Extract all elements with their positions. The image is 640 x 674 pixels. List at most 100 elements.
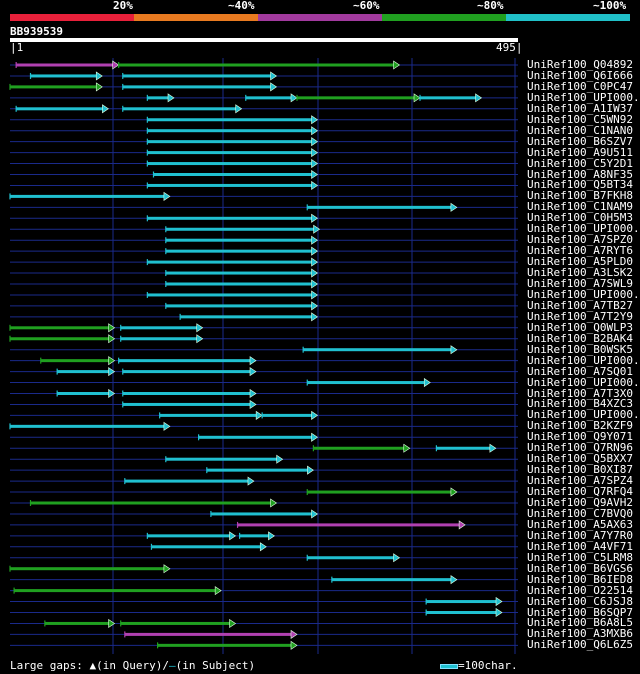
hit-label[interactable]: UniRef100_B7FKH8 (527, 189, 633, 203)
hit-segment[interactable] (122, 392, 252, 395)
hit-segment[interactable] (147, 260, 314, 264)
hit-segment[interactable] (30, 74, 99, 78)
hit-segment[interactable] (165, 282, 314, 286)
hit-label[interactable]: UniRef100_B6VGS6 (527, 561, 633, 575)
hit-segment[interactable] (165, 457, 279, 461)
hit-segment[interactable] (198, 435, 314, 439)
hit-label[interactable]: UniRef100_B4XZC3 (527, 397, 633, 411)
hit-segment[interactable] (426, 611, 498, 614)
hit-segment[interactable] (420, 96, 478, 100)
hit-segment[interactable] (147, 162, 314, 166)
hit-segment[interactable] (147, 534, 232, 538)
hit-segment[interactable] (118, 63, 396, 67)
hit-label[interactable]: UniRef100_Q9Y071 (527, 430, 633, 444)
hit-label[interactable]: UniRef100_A7T3X0 (527, 386, 633, 400)
hit-label[interactable]: UniRef100_B0WSK5 (527, 342, 633, 356)
hit-segment[interactable] (147, 151, 314, 155)
hit-segment[interactable] (147, 129, 314, 133)
hit-label[interactable]: UniRef100_Q0WLP3 (527, 320, 633, 334)
hit-label[interactable]: UniRef100_B0XI87 (527, 463, 633, 477)
hit-segment[interactable] (303, 348, 453, 352)
hit-label[interactable]: UniRef100_B2BAK4 (527, 331, 633, 345)
hit-segment[interactable] (16, 63, 115, 67)
hit-segment[interactable] (122, 85, 273, 89)
hit-label[interactable]: UniRef100_C7BVQ0 (527, 506, 633, 520)
hit-segment[interactable] (157, 643, 293, 647)
hit-segment[interactable] (147, 140, 314, 144)
hit-label[interactable]: UniRef100_Q04892 (527, 58, 633, 71)
hit-segment[interactable] (165, 227, 316, 231)
hit-segment[interactable] (118, 359, 253, 363)
hit-segment[interactable] (120, 621, 232, 625)
hit-segment[interactable] (147, 118, 314, 122)
hit-label[interactable]: UniRef100_UPI000.. (527, 353, 640, 367)
hit-segment[interactable] (44, 621, 111, 625)
hit-segment[interactable] (120, 326, 199, 330)
hit-label[interactable]: UniRef100_UPI000.. (527, 408, 640, 422)
hit-segment[interactable] (147, 293, 314, 297)
hit-segment[interactable] (147, 183, 314, 187)
hit-label[interactable]: UniRef100_A1IW37 (527, 101, 633, 115)
hit-segment[interactable] (165, 238, 314, 242)
hit-label[interactable]: UniRef100_A7T2Y9 (527, 309, 633, 323)
hit-label[interactable]: UniRef100_UPI000.. (527, 375, 640, 389)
hit-label[interactable]: UniRef100_C5LRM8 (527, 550, 633, 564)
hit-segment[interactable] (122, 74, 273, 78)
hit-label[interactable]: UniRef100_C1NAN0 (527, 123, 633, 137)
hit-label[interactable]: UniRef100_A7SQ01 (527, 364, 633, 378)
hit-segment[interactable] (10, 337, 111, 341)
hit-segment[interactable] (153, 173, 314, 176)
hit-label[interactable]: UniRef100_Q7RN96 (527, 441, 633, 455)
hit-label[interactable]: UniRef100_B6IED8 (527, 572, 633, 586)
hit-segment[interactable] (159, 413, 259, 417)
hit-segment[interactable] (122, 402, 252, 406)
hit-label[interactable]: UniRef100_B2KZF9 (527, 419, 633, 433)
hit-segment[interactable] (313, 446, 406, 450)
hit-segment[interactable] (147, 216, 314, 220)
hit-segment[interactable] (165, 271, 314, 275)
hit-segment[interactable] (307, 556, 396, 560)
hit-segment[interactable] (124, 632, 293, 636)
hit-segment[interactable] (10, 326, 111, 330)
hit-label[interactable]: UniRef100_C0PC47 (527, 79, 633, 93)
hit-label[interactable]: UniRef100_C0H5M3 (527, 211, 633, 225)
hit-label[interactable]: UniRef100_A7SWL9 (527, 277, 633, 290)
hit-segment[interactable] (210, 512, 314, 516)
hit-label[interactable]: UniRef100_A3MXB6 (527, 627, 633, 641)
hit-segment[interactable] (10, 567, 166, 571)
hit-label[interactable]: UniRef100_Q5BT34 (527, 178, 633, 192)
hit-segment[interactable] (120, 337, 199, 341)
hit-label[interactable]: UniRef100_C1NAM9 (527, 200, 633, 214)
hit-segment[interactable] (16, 107, 105, 111)
hit-segment[interactable] (30, 501, 273, 505)
hit-segment[interactable] (14, 589, 218, 593)
hit-segment[interactable] (331, 578, 453, 582)
hit-label[interactable]: UniRef100_B6A8L5 (527, 616, 633, 630)
hit-label[interactable]: UniRef100_Q6I666 (527, 68, 633, 82)
hit-label[interactable]: UniRef100_A7SPZ4 (527, 474, 633, 488)
hit-label[interactable]: UniRef100_C5WN92 (527, 112, 633, 126)
hit-label[interactable]: UniRef100_Q9AVH2 (527, 496, 633, 509)
hit-segment[interactable] (239, 534, 271, 538)
hit-segment[interactable] (147, 96, 170, 100)
hit-segment[interactable] (262, 413, 314, 417)
hit-label[interactable]: UniRef100_A7TB27 (527, 298, 633, 312)
hit-label[interactable]: UniRef100_A8NF35 (527, 167, 633, 181)
hit-label[interactable]: UniRef100_C6JSJ8 (527, 594, 633, 608)
hit-label[interactable]: UniRef100_Q5BXX7 (527, 452, 633, 466)
hit-label[interactable]: UniRef100_UPI000.. (527, 287, 640, 301)
hit-label[interactable]: UniRef100_A7Y7R0 (527, 528, 633, 542)
hit-segment[interactable] (151, 545, 263, 549)
hit-segment[interactable] (122, 370, 252, 374)
hit-label[interactable]: UniRef100_O22514 (527, 583, 633, 597)
hit-segment[interactable] (10, 194, 166, 198)
hit-segment[interactable] (206, 468, 310, 472)
hit-label[interactable]: UniRef100_Q7RFQ4 (527, 485, 633, 499)
hit-segment[interactable] (57, 370, 111, 374)
hit-label[interactable]: UniRef100_A3LSK2 (527, 266, 633, 280)
hit-label[interactable]: UniRef100_B6SQP7 (527, 605, 633, 619)
hit-segment[interactable] (297, 96, 416, 100)
hit-label[interactable]: UniRef100_A7SPZ0 (527, 233, 633, 247)
hit-segment[interactable] (237, 523, 462, 527)
hit-segment[interactable] (124, 479, 250, 483)
